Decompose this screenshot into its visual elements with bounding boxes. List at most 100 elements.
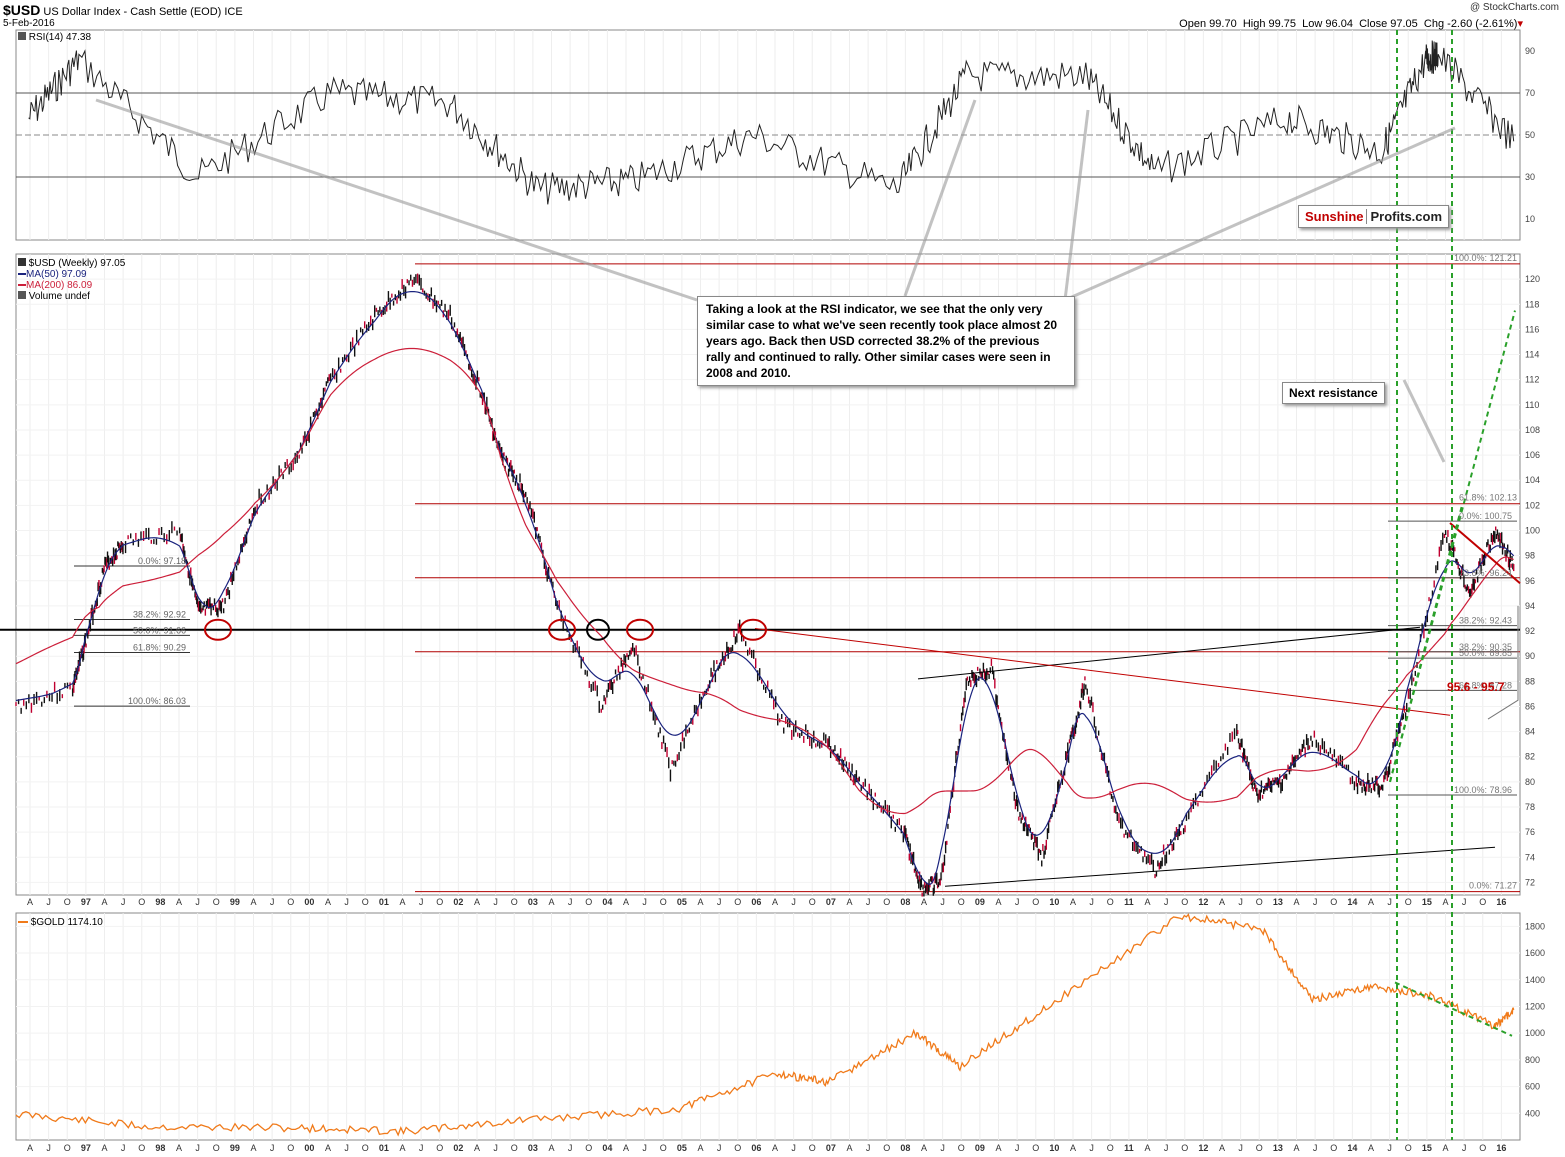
x-tick-label: J [717, 1143, 722, 1153]
x-tick-label: O [585, 897, 592, 907]
open-value: 99.70 [1209, 18, 1237, 30]
fib-left-label: 61.8%: 90.29 [133, 643, 186, 653]
usd-legend: $USD (Weekly) 97.05 MA(50) 97.09 MA(200)… [18, 258, 125, 302]
x-tick-label: A [325, 897, 331, 907]
ma200-legend: MA(200) 86.09 [26, 280, 93, 291]
x-tick-label: 16 [1496, 897, 1506, 907]
x-tick-label: 15 [1422, 897, 1432, 907]
x-tick-label: 97 [81, 1143, 91, 1153]
fib-major-label: 61.8%: 102.13 [1459, 493, 1517, 503]
x-tick-label: 09 [975, 1143, 985, 1153]
x-tick-label: O [511, 897, 518, 907]
usd-tick-label: 90 [1525, 651, 1535, 661]
x-tick-label: J [1089, 897, 1094, 907]
x-tick-label: O [660, 1143, 667, 1153]
next-resistance-callout: Next resistance [1282, 382, 1385, 404]
usd-tick-label: 102 [1525, 500, 1540, 510]
trend-line [917, 626, 1421, 680]
x-tick-label: 97 [81, 897, 91, 907]
legend-swatch-icon [18, 258, 26, 266]
fib-right-label: 61.8%: 87.28 [1459, 680, 1512, 690]
panel-frame-main [15, 253, 1521, 896]
gold-tick-label: 400 [1525, 1108, 1540, 1118]
x-tick-label: J [1313, 897, 1318, 907]
x-tick-label: O [1107, 897, 1114, 907]
x-tick-label: 98 [155, 1143, 165, 1153]
x-tick-label: J [642, 1143, 647, 1153]
x-tick-label: 04 [602, 1143, 612, 1153]
change-value: -2.60 (-2.61%) [1447, 18, 1518, 30]
usd-tick-label: 106 [1525, 450, 1540, 460]
x-tick-label: A [1442, 897, 1448, 907]
x-tick-label: 08 [900, 1143, 910, 1153]
x-tick-label: J [940, 897, 945, 907]
support-touch-circle [204, 618, 232, 641]
usd-tick-label: 118 [1525, 299, 1539, 309]
x-tick-label: J [717, 897, 722, 907]
x-tick-label: J [866, 897, 871, 907]
x-tick-label: J [1462, 897, 1467, 907]
x-tick-label: A [1144, 897, 1150, 907]
x-tick-label: A [846, 897, 852, 907]
x-tick-label: 09 [975, 897, 985, 907]
usd-tick-label: 110 [1525, 400, 1539, 410]
fib-major-label: 0.0%: 71.27 [1469, 881, 1517, 891]
watermark: @ StockCharts.com [1469, 2, 1559, 13]
x-tick-label: A [623, 897, 629, 907]
x-tick-label: O [1032, 897, 1039, 907]
gold-tick-label: 1200 [1525, 1001, 1545, 1011]
green-channel-line [1389, 505, 1463, 783]
x-tick-label: J [1387, 897, 1392, 907]
x-tick-label: 98 [155, 897, 165, 907]
fib-right-label: 100.0%: 78.96 [1454, 785, 1512, 795]
usd-tick-label: 116 [1525, 324, 1539, 334]
x-tick-label: A [176, 897, 182, 907]
horizontal-lines [0, 92, 1520, 893]
x-tick-label: J [419, 897, 424, 907]
gold-legend: $GOLD 1174.10 [18, 917, 103, 928]
rsi-note-callout: Taking a look at the RSI indicator, we s… [697, 296, 1075, 386]
x-tick-label: O [883, 897, 890, 907]
x-tick-label: O [213, 897, 220, 907]
x-tick-label: 08 [900, 897, 910, 907]
x-tick-label: O [1405, 897, 1412, 907]
x-tick-label: J [1089, 1143, 1094, 1153]
x-tick-label: A [921, 897, 927, 907]
rsi-tick-label: 30 [1525, 172, 1535, 182]
x-tick-label: O [1181, 1143, 1188, 1153]
usd-tick-label: 74 [1525, 852, 1535, 862]
brand-logo: Sunshine Profits.com [1298, 205, 1450, 228]
gold-tick-label: 1800 [1525, 921, 1545, 931]
x-tick-label: 00 [304, 1143, 314, 1153]
fib-right-label: 23.6%: 96.24 [1459, 568, 1512, 578]
x-tick-label: A [1368, 897, 1374, 907]
x-tick-label: J [46, 897, 51, 907]
x-tick-label: O [1032, 1143, 1039, 1153]
fib-left-label: 100.0%: 86.03 [128, 696, 186, 706]
usd-tick-label: 120 [1525, 274, 1540, 284]
gold-tick-label: 1400 [1525, 975, 1545, 985]
x-tick-label: A [399, 897, 405, 907]
panel-frames [15, 29, 1521, 1141]
rsi-tick-label: 10 [1525, 214, 1535, 224]
x-tick-label: A [772, 1143, 778, 1153]
x-tick-label: J [1238, 1143, 1243, 1153]
x-tick-label: A [250, 897, 256, 907]
fib-left-label: 50.0%: 91.66 [133, 625, 186, 635]
x-tick-label: J [270, 897, 275, 907]
usd-tick-label: 72 [1525, 877, 1535, 887]
high-value: 99.75 [1268, 18, 1297, 30]
legend-swatch-icon [18, 32, 26, 40]
gold-tick-label: 1600 [1525, 948, 1545, 958]
x-tick-label: 04 [602, 897, 612, 907]
x-tick-label: 01 [379, 897, 389, 907]
usd-tick-label: 96 [1525, 576, 1535, 586]
x-tick-label: A [325, 1143, 331, 1153]
usd-tick-label: 86 [1525, 701, 1535, 711]
x-tick-label: O [734, 1143, 741, 1153]
x-tick-label: O [1256, 897, 1263, 907]
x-tick-label: J [270, 1143, 275, 1153]
usd-tick-label: 92 [1525, 626, 1535, 636]
x-tick-label: O [287, 897, 294, 907]
x-tick-label: O [809, 897, 816, 907]
